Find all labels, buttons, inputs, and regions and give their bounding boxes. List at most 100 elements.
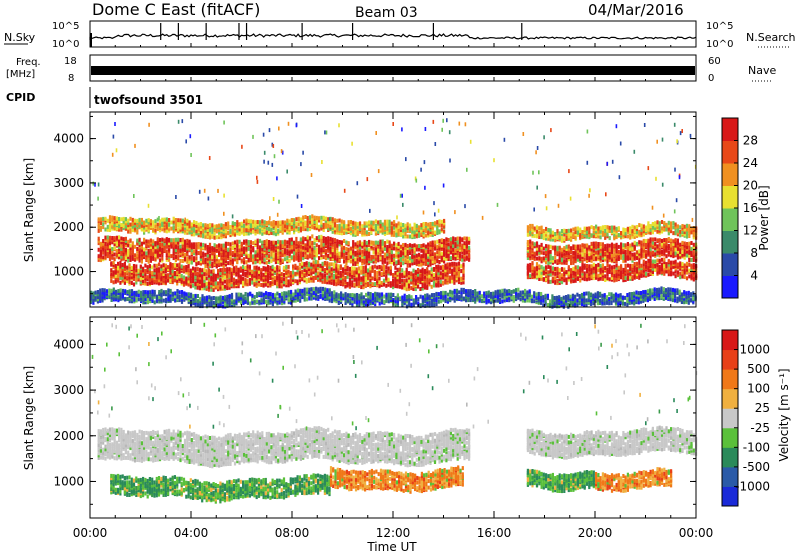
- echo-cell: [213, 262, 216, 267]
- echo-cell: [599, 263, 602, 268]
- echo-cell: [118, 239, 121, 244]
- echo-cell: [111, 221, 114, 226]
- echo-cell: [295, 240, 298, 245]
- echo-cell: [380, 271, 383, 276]
- echo-cell: [308, 241, 312, 246]
- echo-cell: [426, 271, 429, 276]
- echo-cell: [171, 271, 174, 276]
- echo-cell: [249, 227, 252, 232]
- echo-cell: [181, 240, 184, 245]
- echo-cell: [424, 222, 427, 226]
- echo-cell: [570, 249, 573, 254]
- echo-cell: [431, 259, 434, 264]
- echo-cell: [212, 278, 215, 283]
- echo-cell: [304, 227, 307, 232]
- echo-cell: [667, 237, 670, 241]
- echo-cell: [233, 243, 237, 248]
- echo-cell: [285, 281, 288, 285]
- echo-cell: [457, 273, 461, 278]
- echo-cell: [352, 220, 355, 225]
- echo-cell: [124, 236, 127, 241]
- echo-cell: [362, 265, 365, 270]
- echo-cell: [254, 260, 257, 265]
- echo-cell: [149, 245, 152, 249]
- echo-cell: [382, 268, 386, 273]
- echo-cell: [422, 257, 425, 262]
- echo-cell: [236, 222, 239, 227]
- echo-cell: [422, 222, 425, 226]
- echo-cell: [626, 245, 629, 250]
- echo-cell: [665, 241, 668, 246]
- echo-cell: [265, 242, 268, 247]
- echo-cell: [97, 217, 100, 222]
- echo-cell: [256, 238, 259, 243]
- echo-cell: [368, 239, 371, 244]
- echo-cell: [397, 225, 400, 229]
- echo-cell: [674, 266, 677, 271]
- echo-cell: [124, 256, 127, 260]
- echo-cell: [213, 235, 216, 240]
- echo-cell: [158, 253, 162, 258]
- echo-cell: [330, 280, 333, 285]
- echo-cell: [403, 270, 406, 275]
- echo-cell: [155, 263, 158, 268]
- echo-cell: [429, 249, 432, 254]
- echo-cell: [622, 278, 625, 283]
- echo-cell: [613, 227, 616, 232]
- echo-cell: [176, 263, 179, 268]
- echo-cell: [608, 264, 611, 269]
- echo-cell: [308, 254, 312, 259]
- echo-cell: [320, 246, 323, 251]
- echo-cell: [601, 225, 604, 230]
- echo-cell: [435, 264, 438, 269]
- echo-cell: [579, 234, 582, 239]
- echo-cell: [310, 264, 313, 269]
- echo-cell: [156, 239, 159, 244]
- echo-cell: [102, 255, 105, 260]
- echo-cell: [649, 227, 652, 232]
- echo-cell: [692, 254, 695, 259]
- echo-cell: [156, 237, 159, 242]
- echo-cell: [315, 215, 318, 220]
- echo-cell: [457, 277, 461, 281]
- echo-cell: [142, 279, 145, 283]
- echo-cell: [452, 251, 455, 256]
- echo-cell: [535, 262, 539, 267]
- echo-cell: [274, 226, 277, 231]
- echo-cell: [178, 269, 181, 274]
- echo-cell: [321, 264, 324, 269]
- echo-cell: [304, 215, 307, 219]
- echo-cell: [642, 232, 645, 237]
- echo-cell: [320, 215, 323, 220]
- echo-cell: [121, 270, 124, 275]
- echo-cell: [624, 258, 627, 263]
- echo-cell: [232, 284, 236, 289]
- echo-cell: [437, 283, 440, 288]
- echo-cell: [374, 249, 377, 253]
- echo-cell: [127, 254, 130, 259]
- echo-cell: [385, 278, 388, 283]
- echo-cell: [165, 253, 168, 258]
- echo-cell: [320, 255, 323, 260]
- echo-cell: [308, 227, 312, 232]
- echo-cell: [242, 279, 245, 283]
- echo-cell: [345, 255, 348, 260]
- echo-cell: [228, 267, 231, 272]
- echo-cell: [330, 267, 333, 272]
- echo-cell: [247, 231, 250, 236]
- echo-cell: [606, 276, 609, 281]
- echo-cell: [413, 225, 416, 230]
- echo-cell: [349, 222, 352, 227]
- echo-cell: [654, 264, 657, 269]
- echo-cell: [455, 278, 458, 283]
- echo-cell: [378, 284, 381, 289]
- echo-cell: [153, 270, 156, 275]
- echo-cell: [352, 228, 355, 233]
- echo-cell: [329, 236, 332, 241]
- echo-cell: [560, 255, 564, 260]
- echo-cell: [113, 236, 116, 241]
- echo-cell: [533, 271, 536, 276]
- echo-cell: [197, 222, 200, 227]
- echo-cell: [529, 245, 532, 250]
- echo-cell: [461, 250, 464, 255]
